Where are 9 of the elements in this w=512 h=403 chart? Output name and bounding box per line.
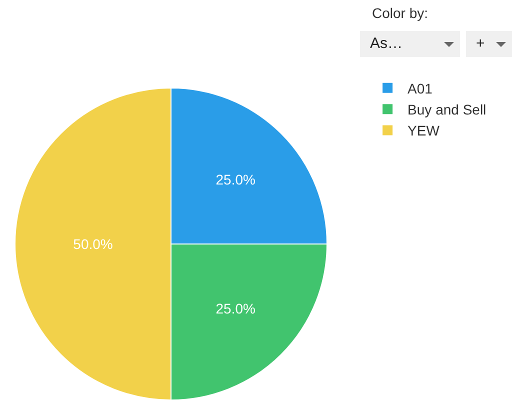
legend-label: Buy and Sell <box>408 102 486 118</box>
text: + <box>476 35 485 52</box>
data-label: 25.0% <box>216 171 256 188</box>
data-label: 25.0% <box>216 300 256 317</box>
text: As… <box>370 35 403 52</box>
legend-label: A01 <box>408 80 433 96</box>
data-label: 50.0% <box>73 236 113 252</box>
legend-label: YEW <box>408 122 440 139</box>
legend-title: Color by: <box>372 5 428 21</box>
